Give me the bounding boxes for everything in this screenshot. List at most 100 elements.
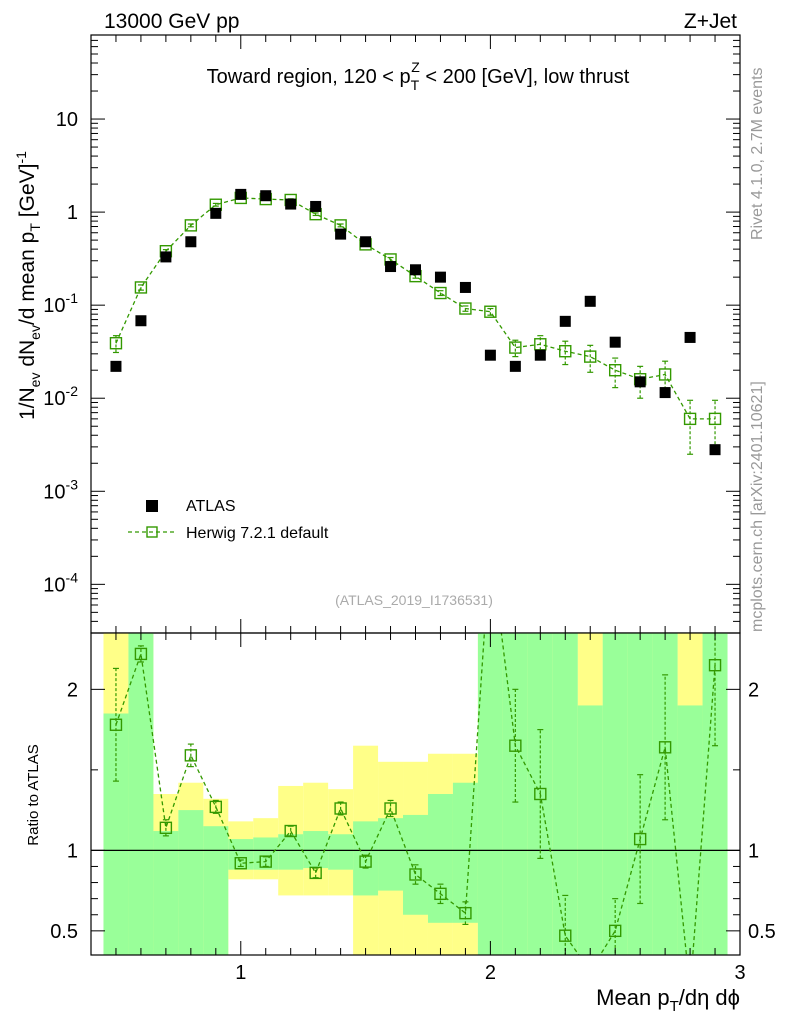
- ratio-herwig-point: [284, 824, 297, 838]
- xlabel-part-sub: T: [670, 998, 679, 1015]
- atlas-point: [609, 336, 621, 348]
- herwig-point: [509, 341, 522, 354]
- herwig-point: [708, 412, 722, 426]
- ratio-inner-band-bin: [278, 834, 304, 870]
- atlas-point: [534, 349, 546, 361]
- atlas-point: [684, 331, 696, 343]
- main-y-tick-exponent: -2: [66, 383, 79, 399]
- ratio-herwig-point: [534, 787, 547, 801]
- herwig-point: [584, 350, 597, 363]
- main-y-tick-label: 10-3: [43, 476, 78, 503]
- atlas-point: [310, 200, 322, 212]
- atlas-point: [584, 295, 596, 307]
- legend-herwig-label: Herwig 7.2.1 default: [186, 525, 329, 542]
- ratio-inner-band-bin: [103, 713, 129, 955]
- ratio-y-tick-label-left: 0.5: [50, 921, 78, 943]
- herwig-point: [109, 337, 123, 350]
- ylabel-part-b-sub: ev: [27, 325, 43, 340]
- ratio-herwig-point: [109, 718, 123, 731]
- ratio-y-tick-label-right: 0.5: [748, 921, 776, 943]
- ratio-herwig-point: [334, 802, 347, 815]
- ratio-panel-plot: [91, 539, 740, 955]
- atlas-point: [410, 264, 421, 276]
- atlas-point: [360, 236, 372, 248]
- ylabel-part-d: [GeV]: [16, 164, 39, 224]
- atlas-point: [335, 228, 347, 240]
- atlas-point: [509, 360, 521, 372]
- ratio-x-tick-label: 2: [485, 962, 496, 984]
- ratio-y-tick-label-right: 1: [748, 840, 759, 862]
- ratio-y-axis-label: Ratio to ATLAS: [25, 744, 42, 845]
- ratio-inner-band-bin: [502, 633, 528, 955]
- atlas-point: [484, 349, 496, 361]
- main-y-tick-label: 10-1: [43, 290, 78, 317]
- atlas-point: [260, 190, 272, 202]
- ratio-inner-band-bin: [328, 834, 354, 870]
- main-title: Toward region, 120 < pTZ < 200 [GeV], lo…: [207, 59, 630, 93]
- ratio-panel-frame: [90, 632, 741, 956]
- ratio-inner-band-bin: [303, 831, 329, 869]
- ratio-inner-band-bin: [702, 633, 728, 955]
- atlas-point: [160, 251, 172, 263]
- atlas-point: [110, 360, 122, 372]
- herwig-point: [184, 219, 198, 232]
- atlas-point: [434, 271, 446, 283]
- ratio-herwig-point: [309, 866, 322, 880]
- legend-herwig-marker: [146, 526, 158, 538]
- ratio-herwig-point: [234, 857, 247, 870]
- atlas-point: [210, 207, 222, 219]
- ratio-herwig-point: [485, 539, 496, 550]
- ratio-herwig-point: [633, 832, 647, 846]
- ratio-herwig-point: [658, 741, 672, 754]
- atlas-point: [559, 315, 571, 327]
- herwig-point: [534, 338, 547, 351]
- main-panel-frame: [90, 34, 741, 634]
- ratio-inner-band-bin: [577, 705, 603, 955]
- main-title-sup: Z: [411, 59, 420, 75]
- ratio-inner-band-bin: [452, 782, 478, 923]
- ratio-inner-band-bin: [153, 831, 179, 955]
- ratio-herwig-point: [159, 821, 173, 835]
- atlas-point: [285, 198, 297, 210]
- ratio-inner-band-bin: [477, 633, 503, 955]
- main-y-tick-base: 10: [43, 481, 65, 503]
- ylabel-part-d-sup: -1: [13, 151, 29, 164]
- main-y-tick-exponent: -4: [66, 569, 79, 585]
- ratio-inner-band-bin: [552, 633, 578, 955]
- xlabel-part-b: /dη dϕ: [679, 985, 740, 1010]
- main-y-tick-base: 10: [43, 295, 65, 317]
- ratio-inner-band-bin: [203, 826, 229, 955]
- herwig-series-line: [115, 197, 716, 420]
- ratio-herwig-point: [384, 802, 397, 815]
- atlas-point: [135, 315, 147, 327]
- ratio-herwig-point: [359, 855, 372, 868]
- herwig-point: [134, 281, 148, 294]
- atlas-point: [459, 281, 471, 293]
- rivet-version-label: Rivet 4.1.0, 2.7M events: [749, 67, 766, 240]
- ratio-inner-band-bin: [353, 821, 379, 896]
- ratio-herwig-point: [509, 739, 522, 752]
- main-y-axis-label: 1/Nev dNev/d mean pT [GeV]-1: [13, 151, 43, 420]
- main-title-sub: T: [411, 77, 420, 93]
- main-panel-plot: [109, 188, 722, 456]
- herwig-point: [459, 302, 472, 315]
- main-y-tick-label: 1: [67, 202, 78, 224]
- ylabel-part-a: 1/N: [16, 387, 39, 420]
- legend-atlas-label: ATLAS: [186, 498, 236, 515]
- ratio-inner-band-bin: [677, 705, 703, 955]
- ratio-y-tick-label-left: 1: [67, 840, 78, 862]
- ratio-panel-ticks: 0.5 0.5 1 1 2 2 1 2 3: [50, 633, 776, 984]
- ratio-x-tick-label: 3: [734, 962, 745, 984]
- ylabel-part-b: dN: [16, 340, 39, 373]
- legend: ATLAS Herwig 7.2.1 default: [128, 498, 329, 542]
- main-y-tick-label: 10-2: [43, 383, 78, 410]
- main-y-tick-label: 10: [56, 109, 78, 131]
- ratio-herwig-point: [459, 906, 472, 920]
- main-y-tick-exponent: -3: [66, 476, 79, 492]
- ratio-herwig-point: [184, 749, 198, 762]
- atlas-point: [709, 444, 721, 456]
- ratio-herwig-point: [608, 924, 622, 938]
- ratio-herwig-point: [209, 800, 223, 814]
